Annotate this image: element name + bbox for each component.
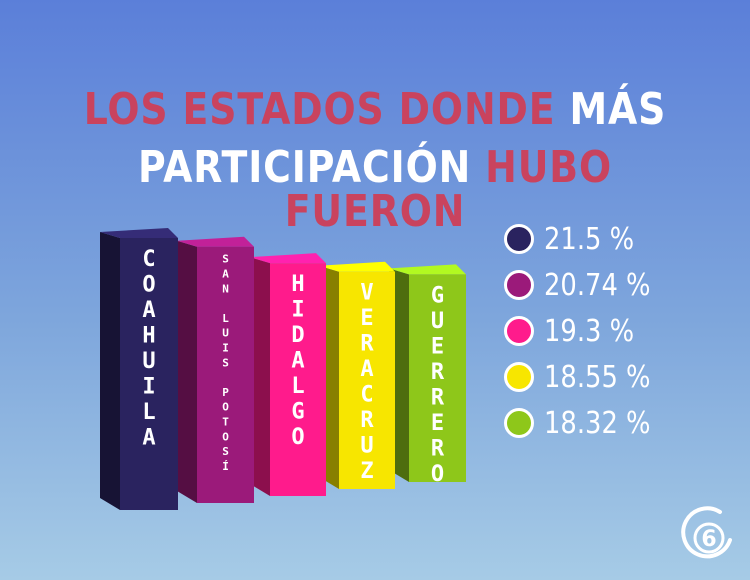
bar xyxy=(120,238,178,510)
legend: 21.5 % 20.74 % 19.3 % 18.55 % 18.32 % xyxy=(504,216,744,446)
title-part: MÁS xyxy=(569,84,667,135)
legend-label: 18.55 % xyxy=(544,359,651,395)
legend-label: 21.5 % xyxy=(544,221,635,257)
legend-swatch xyxy=(504,270,534,300)
legend-swatch xyxy=(504,408,534,438)
legend-item: 18.32 % xyxy=(504,400,744,446)
title-part: PARTICIPACIÓN xyxy=(137,142,486,193)
bar xyxy=(339,271,395,489)
legend-swatch xyxy=(504,362,534,392)
bar-top xyxy=(389,264,466,275)
legend-label: 20.74 % xyxy=(544,267,651,303)
bar xyxy=(270,263,326,496)
chart-title-line-1: LOS ESTADOS DONDE MÁS xyxy=(53,88,698,132)
bar-top xyxy=(177,236,254,247)
title-part: HUBO FUERON xyxy=(284,142,613,237)
legend-item: 19.3 % xyxy=(504,308,744,354)
legend-label: 18.32 % xyxy=(544,405,651,441)
logo-text: 6 xyxy=(701,527,716,552)
bar-top xyxy=(319,261,395,272)
bar-top xyxy=(250,253,326,264)
bar-top xyxy=(100,228,178,238)
legend-label: 19.3 % xyxy=(544,313,635,349)
legend-item: 18.55 % xyxy=(504,354,744,400)
bar-side xyxy=(100,232,120,510)
bar-side xyxy=(250,257,270,496)
legend-swatch xyxy=(504,316,534,346)
title-part: LOS ESTADOS DONDE xyxy=(83,84,570,135)
legend-item: 20.74 % xyxy=(504,262,744,308)
legend-swatch xyxy=(504,224,534,254)
bar-side xyxy=(177,240,197,503)
legend-item: 21.5 % xyxy=(504,216,744,262)
bar xyxy=(197,246,254,503)
bar xyxy=(409,274,466,482)
chart-title-line-2: PARTICIPACIÓN HUBO FUERON xyxy=(53,146,698,234)
channel-6-logo-icon: 6 xyxy=(681,506,732,559)
